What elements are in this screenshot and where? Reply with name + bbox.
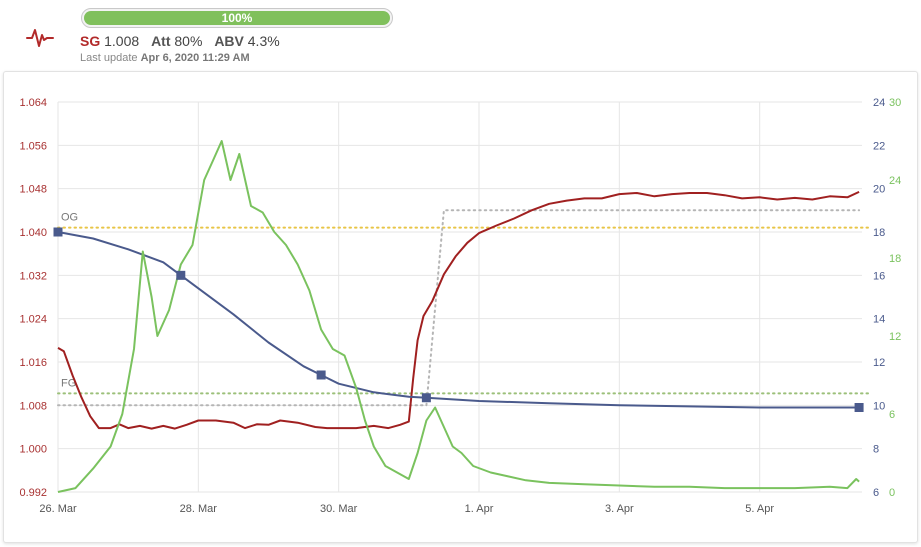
att-label: Att (151, 33, 171, 49)
series-lines (57, 140, 861, 493)
sg-tick-label: 1.048 (19, 184, 47, 196)
header: 100% SG 1.008 Att 80% ABV 4.3% Last upda… (0, 0, 921, 70)
temp-tick-label: 8 (873, 444, 879, 456)
reference-line-label: OG (61, 212, 78, 224)
series-marker (53, 227, 63, 237)
sg-tick-label: 1.040 (19, 227, 47, 239)
axis-labels: 0.992 1.000 1.008 1.016 1.024 1.032 1.040 1.048… (19, 97, 901, 515)
x-tick-label: 30. Mar (320, 503, 358, 515)
temp-tick-label: 14 (873, 314, 885, 326)
x-tick-label: 28. Mar (180, 503, 218, 515)
abv-label: ABV (214, 33, 244, 49)
heartbeat-icon (26, 29, 54, 47)
reference-lines: OG FG (57, 212, 871, 395)
temp-tick-label: 10 (873, 400, 885, 412)
last-update-value: Apr 6, 2020 11:29 AM (140, 52, 250, 64)
x-tick-label: 3. Apr (605, 503, 634, 515)
series-marker (421, 393, 431, 403)
gravity-stats: SG 1.008 Att 80% ABV 4.3% (80, 33, 288, 49)
sg-tick-label: 1.000 (19, 444, 47, 456)
sg-tick-label: 1.064 (19, 97, 47, 109)
green-tick-label: 18 (889, 253, 901, 265)
sg-tick-label: 0.992 (19, 487, 47, 499)
temp-tick-label: 18 (873, 227, 885, 239)
sg-tick-label: 1.024 (19, 314, 47, 326)
sg-tick-label: 1.008 (19, 400, 47, 412)
series-line (57, 209, 861, 407)
series-line (57, 190, 860, 430)
grid-lines (57, 101, 862, 493)
temp-tick-label: 12 (873, 357, 885, 369)
x-tick-label: 1. Apr (465, 503, 494, 515)
green-tick-label: 12 (889, 331, 901, 343)
temp-tick-label: 24 (873, 97, 885, 109)
reference-line-label: FG (61, 377, 76, 389)
temp-tick-label: 16 (873, 270, 885, 282)
progress-label: 100% (221, 11, 253, 25)
series-line (57, 231, 860, 409)
series-marker (316, 370, 326, 380)
series-line (57, 140, 860, 493)
progress-fill (84, 11, 390, 25)
chart-card (3, 71, 918, 543)
sg-value: 1.008 (104, 33, 140, 49)
green-tick-label: 30 (889, 97, 901, 109)
green-tick-label: 24 (889, 175, 901, 187)
last-update: Last update Apr 6, 2020 11:29 AM (80, 52, 250, 64)
temp-tick-label: 6 (873, 487, 879, 499)
temp-tick-label: 20 (873, 184, 885, 196)
sg-tick-label: 1.016 (19, 357, 47, 369)
sg-tick-label: 1.032 (19, 270, 47, 282)
series-markers (53, 227, 864, 412)
last-update-label: Last update (80, 52, 138, 64)
x-tick-label: 5. Apr (745, 503, 774, 515)
x-tick-label: 26. Mar (39, 503, 77, 515)
sg-tick-label: 1.056 (19, 140, 47, 152)
series-marker (176, 270, 186, 280)
progress-bar: 100% (81, 8, 393, 28)
abv-value: 4.3% (247, 33, 280, 49)
series-marker (854, 403, 864, 412)
att-value: 80% (174, 33, 203, 49)
temp-tick-label: 22 (873, 140, 885, 152)
green-tick-label: 6 (889, 409, 895, 421)
sg-label: SG (80, 33, 101, 49)
green-tick-label: 0 (889, 487, 895, 499)
